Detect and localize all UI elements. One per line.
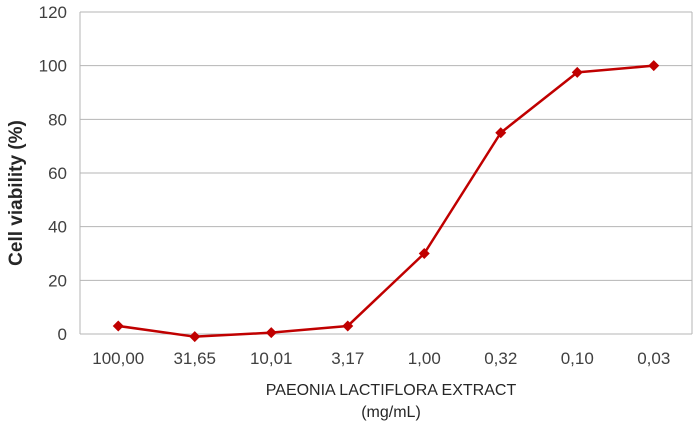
x-tick-label: 1,00 (408, 349, 441, 368)
data-point-marker (342, 320, 354, 332)
y-axis-title: Cell viability (%) (6, 120, 27, 266)
y-tick-label: 60 (48, 164, 67, 183)
y-tick-label: 120 (39, 3, 67, 22)
data-point-marker (418, 248, 430, 259)
x-tick-label: 0,10 (561, 349, 594, 368)
y-tick-label: 0 (58, 325, 67, 344)
y-tick-label: 20 (48, 271, 67, 290)
data-point-marker (189, 331, 201, 343)
x-tick-label: 10,01 (250, 349, 293, 368)
y-tick-label: 100 (39, 57, 67, 76)
y-tick-label: 80 (48, 110, 67, 129)
x-tick-label: 100,00 (92, 349, 144, 368)
data-point-marker (571, 66, 583, 78)
x-axis-unit: (mg/mL) (361, 404, 421, 421)
y-tick-label: 40 (48, 218, 67, 237)
series-line (118, 64, 654, 338)
data-point-marker (265, 327, 277, 339)
x-axis-ticks: 100,00 31,65 10,01 3,17 1,00 0,32 0,10 0,03 (92, 349, 670, 368)
y-axis-ticks: 0 20 40 60 80 100 120 (39, 3, 67, 344)
data-point-marker (648, 60, 660, 72)
x-tick-label: 0,03 (637, 349, 670, 368)
data-point-marker (112, 320, 124, 332)
x-tick-label: 31,65 (173, 349, 216, 368)
x-tick-label: 3,17 (331, 349, 364, 368)
series-layer (112, 60, 660, 343)
gridlines (79, 11, 693, 335)
x-tick-label: 0,32 (484, 349, 517, 368)
data-point-marker (495, 127, 507, 139)
x-axis-title: PAEONIA LACTIFLORA EXTRACT (266, 382, 517, 399)
